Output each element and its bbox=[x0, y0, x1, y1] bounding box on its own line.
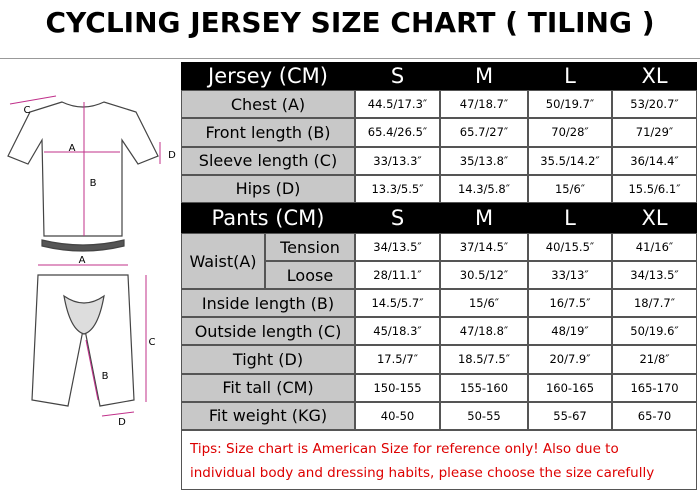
tips-line: individual body and dressing habits, ple… bbox=[190, 465, 655, 481]
value-cell: 30.5/12″ bbox=[440, 261, 528, 289]
diagram: C A B D A C B D bbox=[7, 95, 176, 428]
row-label: Fit tall (CM) bbox=[181, 373, 355, 402]
size-header: L bbox=[528, 203, 612, 233]
pants-label: B bbox=[102, 371, 109, 382]
value-cell: 15/6″ bbox=[440, 289, 528, 318]
jersey-label: A bbox=[69, 143, 76, 154]
value-cell: 14.3/5.8″ bbox=[440, 174, 528, 203]
value-cell: 165-170 bbox=[612, 373, 697, 402]
row-label: Tight (D) bbox=[181, 345, 355, 374]
row-label: Chest (A) bbox=[181, 90, 355, 119]
value-cell: 28/11.1″ bbox=[355, 261, 440, 289]
divider bbox=[0, 58, 700, 59]
value-cell: 37/14.5″ bbox=[440, 233, 528, 261]
value-cell: 40-50 bbox=[355, 401, 440, 430]
value-cell: 17.5/7″ bbox=[355, 345, 440, 374]
size-header: S bbox=[355, 203, 440, 233]
sub-label: Tension bbox=[265, 233, 355, 261]
value-cell: 55-67 bbox=[528, 401, 612, 430]
value-cell: 150-155 bbox=[355, 373, 440, 402]
value-cell: 33/13″ bbox=[528, 261, 612, 289]
section-header: Jersey (CM) bbox=[181, 62, 355, 90]
value-cell: 34/13.5″ bbox=[355, 233, 440, 261]
row-label: Inside length (B) bbox=[181, 289, 355, 318]
row-label: Waist(A) bbox=[181, 233, 265, 289]
value-cell: 33/13.3″ bbox=[355, 146, 440, 175]
jersey-label: B bbox=[90, 178, 97, 189]
row-label: Hips (D) bbox=[181, 174, 355, 203]
value-cell: 20/7.9″ bbox=[528, 345, 612, 374]
value-cell: 47/18.8″ bbox=[440, 317, 528, 346]
value-cell: 18/7.7″ bbox=[612, 289, 697, 318]
value-cell: 47/18.7″ bbox=[440, 90, 528, 119]
tips-line: Tips: Size chart is American Size for re… bbox=[190, 441, 619, 457]
value-cell: 50/19.7″ bbox=[528, 90, 612, 119]
size-header: M bbox=[440, 203, 528, 233]
pants-label: D bbox=[118, 417, 126, 428]
value-cell: 40/15.5″ bbox=[528, 233, 612, 261]
size-header: XL bbox=[612, 203, 697, 233]
jersey-label: C bbox=[24, 105, 31, 116]
jersey-label: D bbox=[168, 150, 176, 161]
value-cell: 18.5/7.5″ bbox=[440, 345, 528, 374]
value-cell: 21/8″ bbox=[612, 345, 697, 374]
value-cell: 71/29″ bbox=[612, 118, 697, 147]
size-header: M bbox=[440, 62, 528, 90]
value-cell: 35/13.8″ bbox=[440, 146, 528, 175]
value-cell: 160-165 bbox=[528, 373, 612, 402]
size-header: L bbox=[528, 62, 612, 90]
row-label: Front length (B) bbox=[181, 118, 355, 147]
tips: Tips: Size chart is American Size for re… bbox=[181, 430, 697, 490]
value-cell: 14.5/5.7″ bbox=[355, 289, 440, 318]
sub-label: Loose bbox=[265, 261, 355, 289]
value-cell: 65-70 bbox=[612, 401, 697, 430]
size-header: XL bbox=[612, 62, 697, 90]
value-cell: 155-160 bbox=[440, 373, 528, 402]
size-header: S bbox=[355, 62, 440, 90]
pants-label: C bbox=[149, 337, 156, 348]
value-cell: 65.4/26.5″ bbox=[355, 118, 440, 147]
value-cell: 50/19.6″ bbox=[612, 317, 697, 346]
pants-label: A bbox=[79, 255, 86, 266]
value-cell: 16/7.5″ bbox=[528, 289, 612, 318]
value-cell: 15.5/6.1″ bbox=[612, 174, 697, 203]
value-cell: 44.5/17.3″ bbox=[355, 90, 440, 119]
value-cell: 45/18.3″ bbox=[355, 317, 440, 346]
value-cell: 15/6″ bbox=[528, 174, 612, 203]
row-label: Outside length (C) bbox=[181, 317, 355, 346]
row-label: Fit weight (KG) bbox=[181, 401, 355, 430]
value-cell: 34/13.5″ bbox=[612, 261, 697, 289]
value-cell: 65.7/27″ bbox=[440, 118, 528, 147]
value-cell: 35.5/14.2″ bbox=[528, 146, 612, 175]
value-cell: 48/19″ bbox=[528, 317, 612, 346]
row-label: Sleeve length (C) bbox=[181, 146, 355, 175]
value-cell: 41/16″ bbox=[612, 233, 697, 261]
section-header: Pants (CM) bbox=[181, 203, 355, 233]
value-cell: 36/14.4″ bbox=[612, 146, 697, 175]
value-cell: 70/28″ bbox=[528, 118, 612, 147]
title: CYCLING JERSEY SIZE CHART ( TILING ) bbox=[45, 6, 655, 39]
value-cell: 50-55 bbox=[440, 401, 528, 430]
value-cell: 13.3/5.5″ bbox=[355, 174, 440, 203]
value-cell: 53/20.7″ bbox=[612, 90, 697, 119]
